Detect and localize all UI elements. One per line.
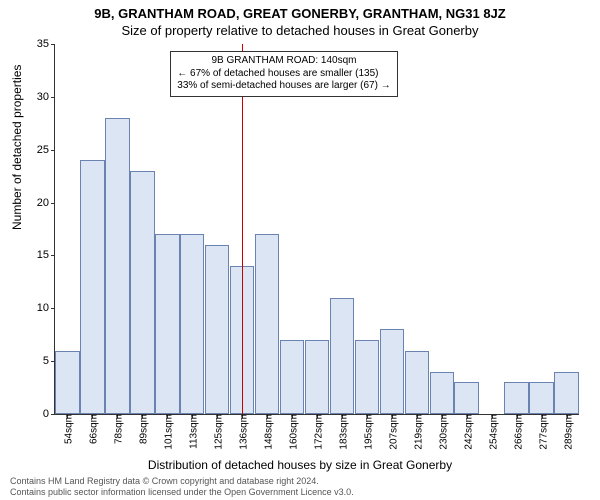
x-tick-label: 160sqm [285, 414, 300, 450]
bar [55, 351, 79, 414]
y-tick-mark [51, 414, 55, 415]
page-subtitle: Size of property relative to detached ho… [0, 21, 600, 38]
bar [305, 340, 329, 414]
x-tick-label: 254sqm [484, 414, 499, 450]
x-tick-label: 266sqm [509, 414, 524, 450]
reference-line [242, 44, 243, 414]
bar [529, 382, 553, 414]
bar [280, 340, 304, 414]
bar [430, 372, 454, 414]
bar [155, 234, 179, 414]
x-tick-label: 113sqm [185, 414, 200, 449]
x-tick-label: 219sqm [409, 414, 424, 450]
y-tick-mark [51, 150, 55, 151]
annotation-box: 9B GRANTHAM ROAD: 140sqm← 67% of detache… [170, 51, 397, 97]
bar [80, 160, 104, 414]
bar [380, 329, 404, 414]
y-axis-label: Number of detached properties [10, 65, 24, 230]
footer-attribution: Contains HM Land Registry data © Crown c… [10, 476, 354, 498]
bar [255, 234, 279, 414]
x-tick-label: 54sqm [60, 414, 75, 444]
x-tick-label: 148sqm [260, 414, 275, 450]
y-tick-mark [51, 255, 55, 256]
x-tick-label: 183sqm [334, 414, 349, 450]
x-tick-label: 289sqm [559, 414, 574, 450]
bar [130, 171, 154, 414]
y-tick-mark [51, 203, 55, 204]
bar [504, 382, 528, 414]
x-tick-label: 89sqm [135, 414, 150, 444]
annotation-line: ← 67% of detached houses are smaller (13… [177, 68, 390, 81]
x-tick-label: 242sqm [459, 414, 474, 450]
x-tick-label: 207sqm [384, 414, 399, 450]
bar [355, 340, 379, 414]
plot-area: 0510152025303554sqm66sqm78sqm89sqm101sqm… [54, 44, 579, 415]
bar [554, 372, 578, 414]
x-tick-label: 195sqm [359, 414, 374, 450]
x-tick-label: 125sqm [210, 414, 225, 450]
bar [105, 118, 129, 414]
x-tick-label: 230sqm [434, 414, 449, 450]
annotation-line: 33% of semi-detached houses are larger (… [177, 80, 390, 93]
footer-line-2: Contains public sector information licen… [10, 487, 354, 498]
y-tick-mark [51, 308, 55, 309]
bar [180, 234, 204, 414]
x-tick-label: 101sqm [160, 414, 175, 450]
x-tick-label: 172sqm [310, 414, 325, 450]
bar [454, 382, 478, 414]
x-tick-label: 136sqm [235, 414, 250, 450]
footer-line-1: Contains HM Land Registry data © Crown c… [10, 476, 354, 487]
x-tick-label: 277sqm [534, 414, 549, 450]
bar [205, 245, 229, 414]
x-tick-label: 78sqm [110, 414, 125, 444]
annotation-line: 9B GRANTHAM ROAD: 140sqm [177, 55, 390, 68]
bar [405, 351, 429, 414]
chart-container: 9B, GRANTHAM ROAD, GREAT GONERBY, GRANTH… [0, 0, 600, 500]
page-title: 9B, GRANTHAM ROAD, GREAT GONERBY, GRANTH… [0, 0, 600, 21]
x-tick-label: 66sqm [85, 414, 100, 444]
bar [330, 298, 354, 414]
y-tick-mark [51, 44, 55, 45]
y-tick-mark [51, 97, 55, 98]
x-axis-label: Distribution of detached houses by size … [0, 458, 600, 472]
